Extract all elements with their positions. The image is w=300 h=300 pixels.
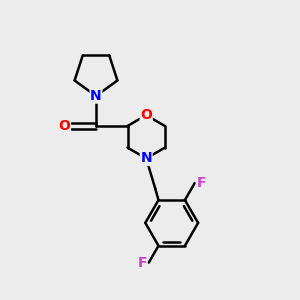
Text: O: O: [58, 119, 70, 133]
Text: F: F: [137, 256, 147, 270]
Text: N: N: [90, 89, 102, 103]
Text: N: N: [140, 152, 152, 165]
Text: F: F: [196, 176, 206, 190]
Text: O: O: [140, 108, 152, 122]
